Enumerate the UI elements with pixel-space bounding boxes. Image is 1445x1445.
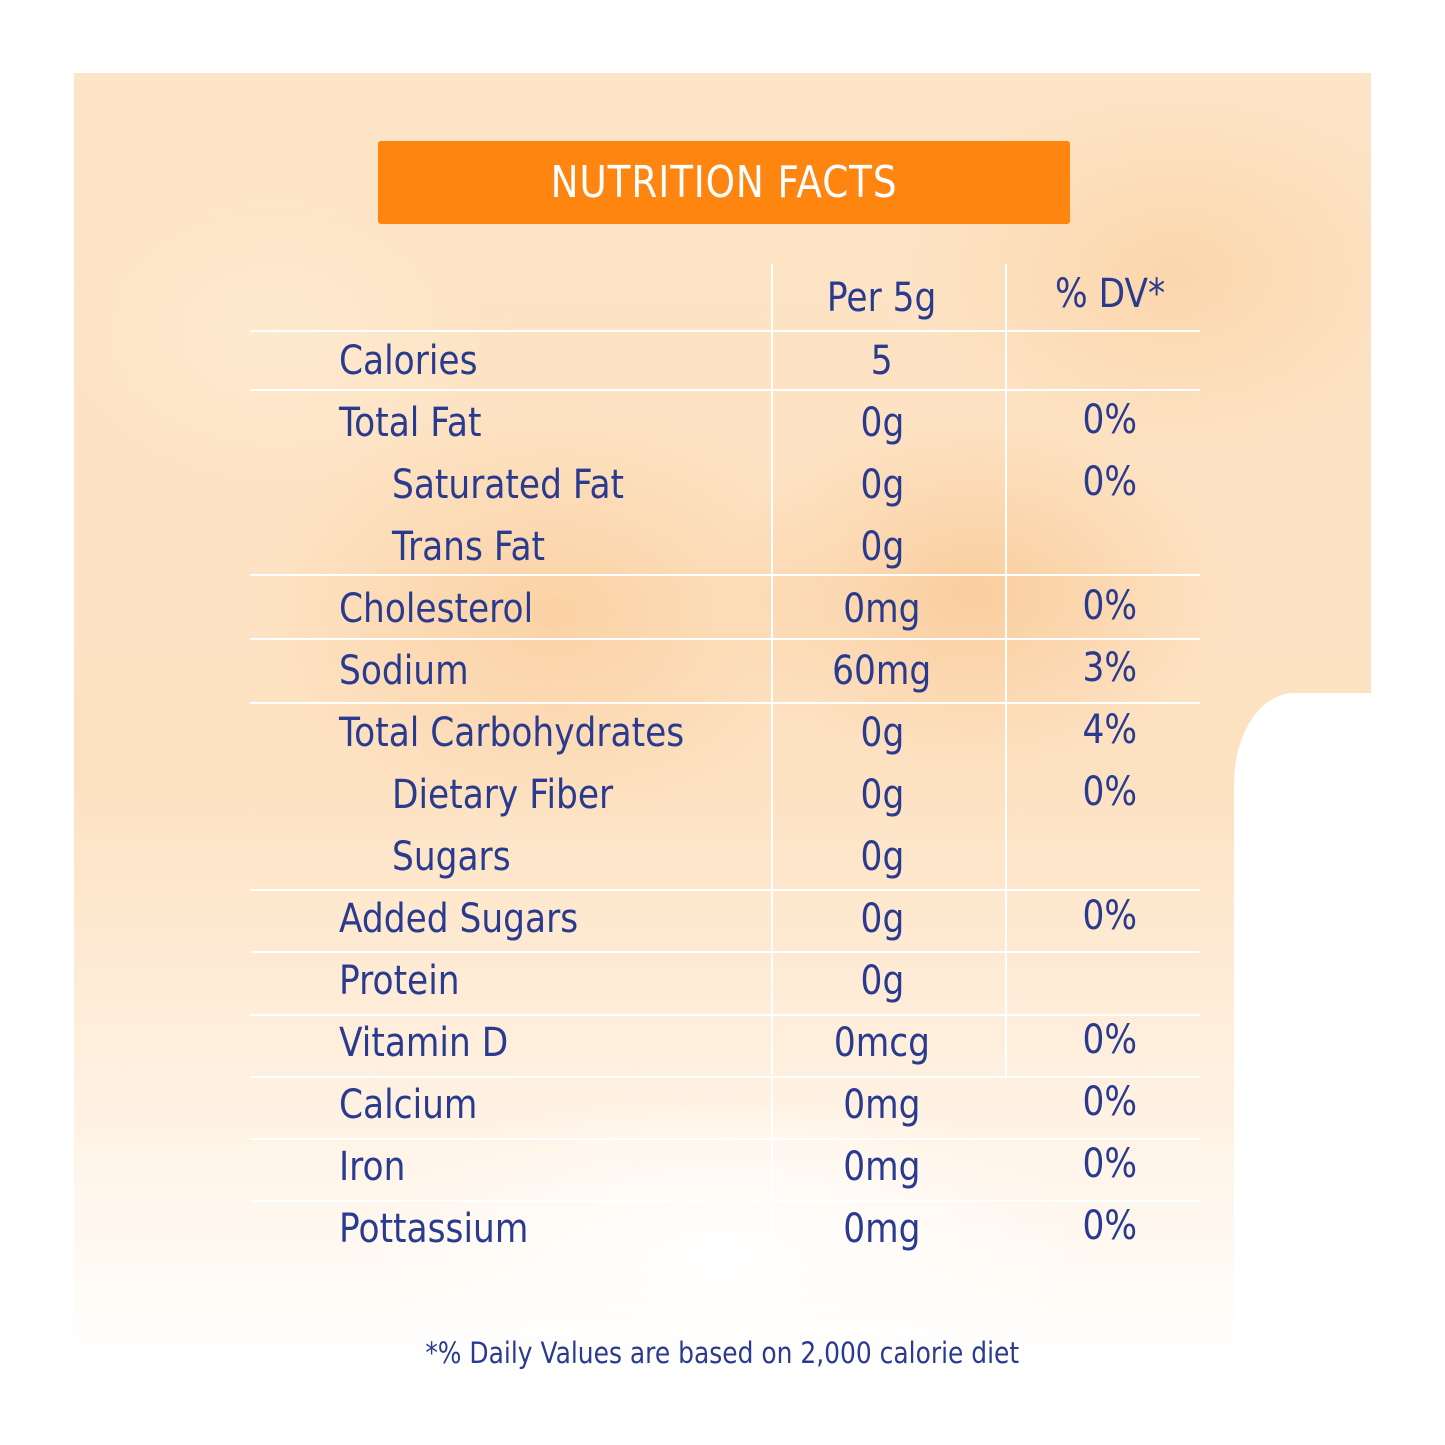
row-divider [250,1076,1200,1078]
nutrient-dv: 0% [1082,583,1138,629]
nutrient-dv: 0% [1082,893,1138,939]
column-header-per: Per 5g [827,275,937,321]
nutrient-dv: 0% [1082,397,1138,443]
nutrient-dv [995,830,1225,878]
row-divider [250,330,1200,332]
row-divider [250,638,1200,640]
watercolor-background [74,73,1371,1370]
nutrient-amount: 0g [860,710,904,756]
footnote: *% Daily Values are based on 2,000 calor… [425,1336,1020,1370]
nutrient-label: Trans Fat [392,524,546,570]
nutrient-label: Total Carbohydrates [339,710,685,756]
title-banner: NUTRITION FACTS [378,141,1070,224]
nutrient-label: Iron [339,1144,406,1190]
nutrient-dv: 4% [1082,707,1138,753]
nutrient-label: Sugars [392,834,511,880]
nutrient-amount: 0mcg [833,1020,931,1066]
nutrient-dv: 0% [1082,769,1138,815]
nutrient-dv [995,954,1225,1002]
row-divider [250,889,1200,891]
column-divider [771,264,773,1314]
nutrient-label: Protein [339,958,460,1004]
nutrient-label: Saturated Fat [392,462,625,508]
nutrient-label: Cholesterol [339,586,534,632]
nutrient-dv: 0% [1082,1079,1138,1125]
nutrient-label: Total Fat [339,400,482,446]
column-header-dv: % DV* [1054,271,1166,317]
nutrient-dv [995,337,1225,385]
nutrient-label: Calcium [339,1082,478,1128]
nutrient-amount: 0g [860,896,904,942]
nutrient-label: Calories [339,338,478,384]
nutrient-label: Vitamin D [339,1020,509,1066]
nutrient-amount: 0g [860,400,904,446]
nutrient-amount: 5 [871,338,893,384]
nutrient-label: Sodium [339,648,469,694]
nutrient-label: Added Sugars [339,896,579,942]
nutrient-amount: 0mg [843,1144,921,1190]
nutrient-amount: 0g [860,524,904,570]
nutrient-amount: 0g [860,958,904,1004]
nutrient-amount: 0mg [843,1206,921,1252]
nutrient-amount: 0g [860,462,904,508]
nutrient-amount: 0g [860,772,904,818]
row-divider [250,1200,1200,1202]
nutrient-dv: 3% [1082,645,1138,691]
nutrient-dv: 0% [1082,1141,1138,1187]
nutrient-amount: 0mg [843,586,921,632]
nutrient-dv: 0% [1082,459,1138,505]
row-divider [250,1014,1200,1016]
nutrient-label: Dietary Fiber [392,772,614,818]
row-divider [250,702,1200,704]
nutrient-dv: 0% [1082,1017,1138,1063]
row-divider [250,389,1200,391]
row-divider [250,574,1200,576]
row-divider [250,1138,1200,1140]
nutrient-label: Pottassium [339,1206,529,1252]
column-divider [1005,264,1007,1079]
nutrient-dv: 0% [1082,1203,1138,1249]
row-divider [250,951,1200,953]
nutrient-amount: 0g [860,834,904,880]
nutrient-amount: 60mg [832,648,932,694]
nutrient-amount: 0mg [843,1082,921,1128]
page-title: NUTRITION FACTS [550,157,898,208]
nutrient-dv [995,520,1225,568]
